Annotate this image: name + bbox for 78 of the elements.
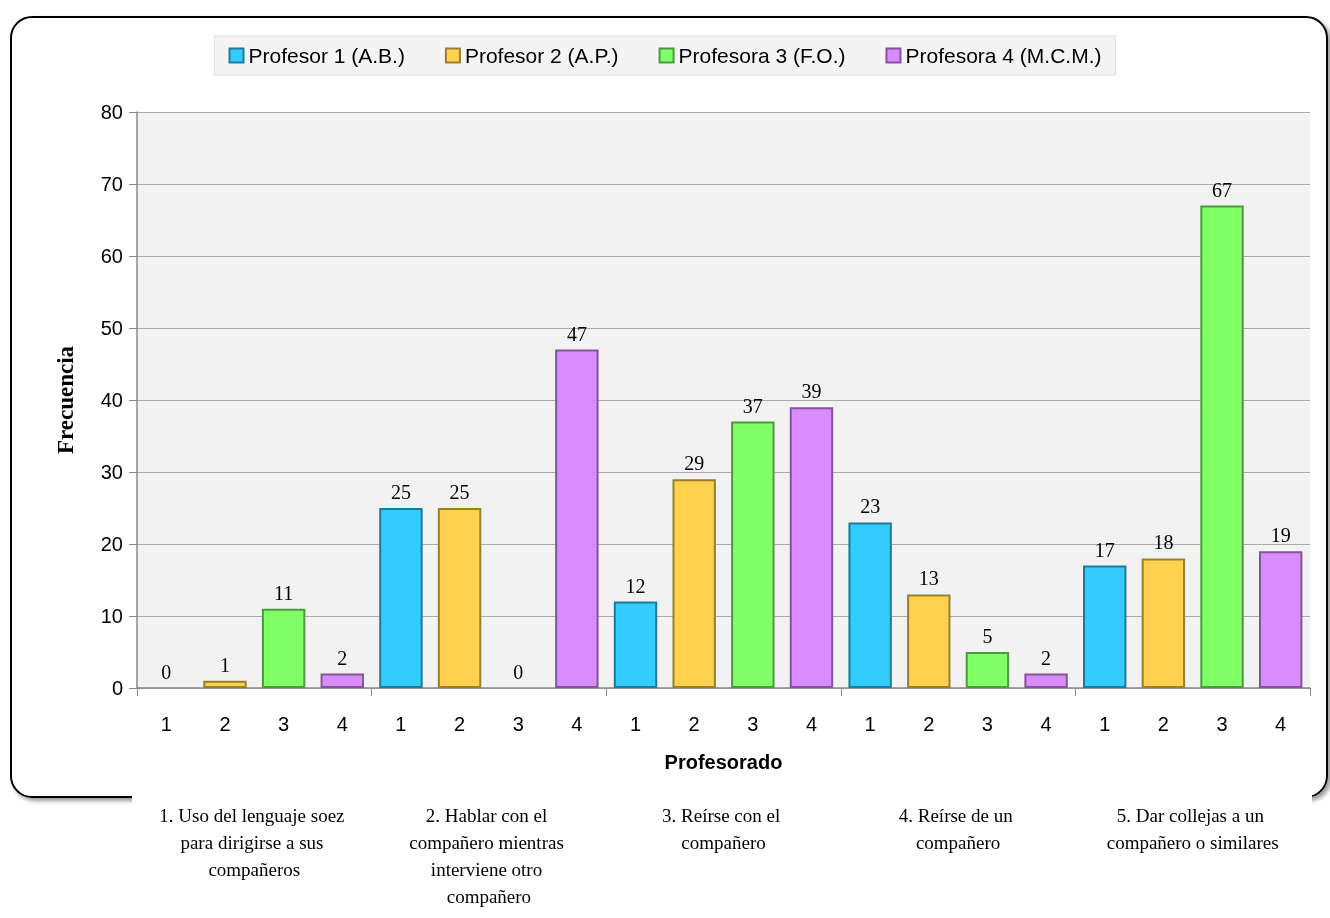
x-tick-label: 3	[512, 713, 524, 735]
bar	[1141, 558, 1186, 688]
y-tick-label: 60	[100, 245, 123, 267]
data-label: 17	[1094, 538, 1115, 561]
data-label: 2	[1041, 646, 1052, 669]
bar	[203, 680, 247, 688]
text: 4. Reírse de un compañero	[898, 805, 1018, 853]
x-tick-label: 4	[1275, 713, 1287, 735]
y-tick-label: 10	[100, 605, 123, 627]
data-label: 11	[273, 581, 294, 604]
bar	[555, 349, 599, 688]
data-label: 47	[566, 322, 587, 345]
x-tick-label: 4	[805, 713, 818, 735]
y-tick-label: 30	[100, 461, 123, 483]
y-tick-label: 40	[100, 389, 123, 411]
x-tick-label: 1	[160, 713, 172, 735]
x-axis-title: Profesorado	[664, 751, 783, 773]
bar	[907, 594, 951, 688]
x-tick-label: 2	[1157, 713, 1169, 735]
x-tick-label: 4	[571, 713, 583, 735]
data-label: 18	[1153, 531, 1174, 554]
legend-label: Profesor 2 (A.P.)	[464, 44, 619, 67]
legend-label: Profesora 3 (F.O.)	[678, 44, 846, 67]
data-label: 23	[860, 495, 881, 518]
data-label: 25	[390, 481, 411, 503]
bar	[1024, 673, 1068, 688]
bar	[1258, 551, 1303, 688]
data-label: 5	[982, 625, 993, 647]
y-tick-label: 70	[100, 173, 123, 195]
bar	[1083, 565, 1127, 688]
data-label: 37	[742, 394, 763, 417]
data-label: 13	[918, 567, 939, 590]
bar	[672, 479, 716, 688]
bar	[731, 421, 775, 688]
bar	[379, 508, 423, 688]
data-label: 29	[684, 452, 705, 475]
x-tick-label: 3	[747, 713, 759, 735]
y-tick-label: 0	[111, 677, 123, 699]
x-tick-label: 1	[395, 713, 407, 735]
y-tick-label: 50	[100, 317, 123, 339]
x-tick-label: 1	[1099, 713, 1111, 735]
data-label: 1	[219, 653, 230, 676]
y-axis-title: Frecuencia	[53, 345, 78, 455]
y-tick-label: 80	[100, 101, 123, 123]
data-label: 2	[337, 646, 348, 669]
x-tick-label: 2	[219, 713, 231, 735]
data-label: 12	[625, 574, 646, 597]
bar	[1200, 205, 1244, 688]
x-tick-label: 3	[278, 713, 290, 735]
x-tick-label: 3	[1216, 713, 1228, 735]
text: 1. Uso del lenguaje soez para dirigirse a sus compañeros	[159, 805, 350, 880]
bar	[437, 508, 482, 688]
data-label: 0	[161, 661, 172, 683]
bar	[965, 652, 1010, 688]
legend-label: Profesora 4 (M.C.M.)	[905, 44, 1102, 67]
data-label: 19	[1270, 524, 1291, 547]
x-tick-label: 4	[1040, 713, 1052, 735]
bar	[320, 673, 364, 688]
x-tick-label: 1	[629, 713, 642, 735]
text: 5. Dar collejas a un compañero o similares	[1106, 805, 1279, 853]
x-tick-label: 2	[923, 713, 935, 735]
bar	[261, 608, 306, 688]
x-tick-label: 3	[981, 713, 993, 735]
bar	[848, 522, 892, 688]
data-label: 39	[801, 380, 822, 403]
bar	[613, 601, 658, 688]
bar	[789, 407, 834, 688]
data-label: 0	[513, 661, 524, 683]
data-label: 67	[1212, 178, 1233, 201]
y-tick-label: 20	[100, 533, 123, 555]
x-tick-label: 4	[336, 713, 348, 735]
legend-label: Profesor 1 (A.B.)	[248, 44, 405, 67]
x-tick-label: 1	[864, 713, 876, 735]
x-tick-label: 2	[454, 713, 466, 735]
x-tick-label: 2	[688, 713, 700, 735]
text: 2. Hablar con el compañero mientras interviene otro compañero	[409, 805, 569, 907]
data-label: 25	[449, 481, 470, 503]
text: 3. Reírse con el compañero	[662, 805, 785, 853]
